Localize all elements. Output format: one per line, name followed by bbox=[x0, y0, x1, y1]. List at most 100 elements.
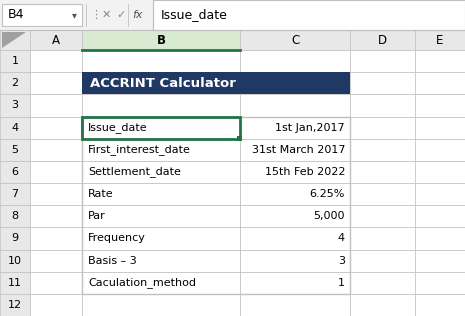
Bar bbox=[350, 94, 415, 117]
Bar bbox=[240, 272, 350, 294]
Bar bbox=[350, 72, 415, 94]
Bar bbox=[415, 50, 465, 72]
Text: ACCRINT Calculator: ACCRINT Calculator bbox=[90, 77, 236, 90]
Text: Issue_date: Issue_date bbox=[161, 9, 228, 21]
Bar bbox=[82, 294, 240, 316]
Bar bbox=[30, 294, 82, 316]
Bar bbox=[350, 50, 415, 72]
Bar bbox=[415, 205, 465, 227]
Text: Rate: Rate bbox=[88, 189, 113, 199]
Bar bbox=[415, 139, 465, 161]
Text: 1st Jan,2017: 1st Jan,2017 bbox=[275, 123, 345, 133]
Bar bbox=[82, 72, 350, 94]
Bar bbox=[0, 205, 30, 227]
Bar bbox=[350, 161, 415, 183]
Text: 15th Feb 2022: 15th Feb 2022 bbox=[265, 167, 345, 177]
Bar bbox=[350, 183, 415, 205]
Bar bbox=[240, 294, 350, 316]
Bar bbox=[30, 30, 82, 50]
Bar bbox=[350, 227, 415, 250]
Text: First_interest_date: First_interest_date bbox=[88, 144, 191, 155]
Bar bbox=[0, 72, 30, 94]
Bar bbox=[240, 72, 350, 94]
Bar bbox=[240, 117, 350, 139]
Bar bbox=[82, 227, 240, 250]
Bar bbox=[82, 183, 240, 205]
Text: E: E bbox=[436, 33, 444, 46]
Text: Caculation_method: Caculation_method bbox=[88, 277, 196, 288]
Bar bbox=[82, 30, 240, 50]
Bar bbox=[350, 139, 415, 161]
Text: 4: 4 bbox=[12, 123, 19, 133]
Bar bbox=[30, 205, 82, 227]
Text: fx: fx bbox=[132, 10, 142, 20]
Bar bbox=[30, 139, 82, 161]
Bar bbox=[30, 272, 82, 294]
Bar bbox=[82, 117, 240, 139]
Bar bbox=[350, 117, 415, 139]
Text: 6.25%: 6.25% bbox=[310, 189, 345, 199]
Bar bbox=[240, 250, 350, 272]
Bar bbox=[415, 250, 465, 272]
Text: Basis – 3: Basis – 3 bbox=[88, 256, 137, 265]
Bar bbox=[82, 161, 240, 183]
Bar bbox=[350, 30, 415, 50]
Bar bbox=[240, 227, 350, 250]
Bar bbox=[30, 250, 82, 272]
Bar bbox=[240, 30, 350, 50]
Text: 8: 8 bbox=[12, 211, 19, 221]
Bar bbox=[0, 117, 30, 139]
Text: 1: 1 bbox=[338, 278, 345, 288]
Text: 11: 11 bbox=[8, 278, 22, 288]
Bar bbox=[0, 50, 30, 72]
Bar bbox=[240, 94, 350, 117]
Bar bbox=[30, 183, 82, 205]
Text: 1: 1 bbox=[12, 56, 19, 66]
Bar bbox=[82, 272, 240, 294]
Bar bbox=[240, 205, 350, 227]
Bar bbox=[237, 136, 242, 141]
Bar bbox=[30, 117, 82, 139]
Bar bbox=[415, 227, 465, 250]
Bar bbox=[82, 139, 240, 161]
Bar bbox=[0, 30, 30, 50]
Text: Issue_date: Issue_date bbox=[88, 122, 147, 133]
Text: ✓: ✓ bbox=[116, 10, 126, 20]
Text: 3: 3 bbox=[12, 100, 19, 110]
Text: D: D bbox=[378, 33, 387, 46]
Bar bbox=[0, 0, 465, 30]
Bar bbox=[153, 0, 465, 30]
Bar bbox=[0, 227, 30, 250]
Bar bbox=[240, 161, 350, 183]
Bar bbox=[82, 205, 240, 227]
Text: 2: 2 bbox=[12, 78, 19, 88]
Bar bbox=[415, 183, 465, 205]
Bar bbox=[0, 94, 30, 117]
Text: Settlement_date: Settlement_date bbox=[88, 167, 181, 177]
Bar bbox=[240, 183, 350, 205]
Text: ✕: ✕ bbox=[102, 10, 112, 20]
Text: 4: 4 bbox=[338, 234, 345, 243]
Polygon shape bbox=[2, 32, 26, 48]
Bar bbox=[240, 139, 350, 161]
Bar bbox=[82, 94, 240, 117]
Text: B: B bbox=[157, 33, 166, 46]
Bar bbox=[350, 272, 415, 294]
Text: C: C bbox=[291, 33, 299, 46]
Text: 9: 9 bbox=[12, 234, 19, 243]
Bar bbox=[0, 250, 30, 272]
Text: 5,000: 5,000 bbox=[313, 211, 345, 221]
Bar bbox=[30, 227, 82, 250]
Text: 5: 5 bbox=[12, 145, 19, 155]
Bar bbox=[2, 4, 82, 26]
Bar bbox=[415, 94, 465, 117]
Text: B4: B4 bbox=[8, 9, 25, 21]
Text: Frequency: Frequency bbox=[88, 234, 146, 243]
Bar bbox=[30, 94, 82, 117]
Bar bbox=[82, 50, 240, 72]
Bar bbox=[0, 272, 30, 294]
Bar bbox=[415, 72, 465, 94]
Text: 6: 6 bbox=[12, 167, 19, 177]
Bar bbox=[350, 294, 415, 316]
Bar bbox=[0, 294, 30, 316]
